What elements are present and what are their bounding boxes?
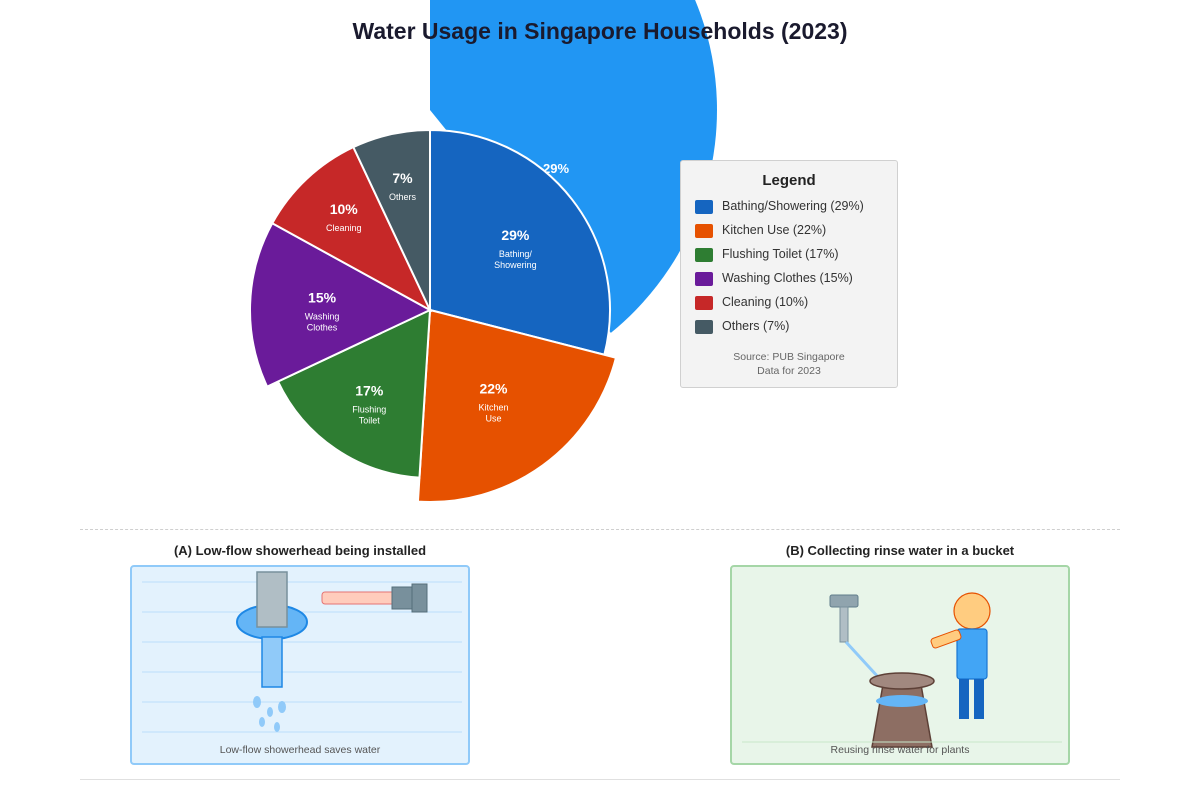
slice-percent-label: 22%: [479, 380, 508, 396]
legend-swatch: [695, 296, 713, 310]
data-year-line: Data for 2023: [757, 365, 821, 377]
rinse-water-illustration: Reusing rinse water for plants: [730, 565, 1070, 765]
pie-slice-washing-clothes: [249, 221, 433, 388]
highlight-slice-percent: 29%: [543, 161, 569, 176]
slice-percent-label: 29%: [501, 227, 530, 243]
slice-category-label: Flushing: [352, 404, 386, 414]
legend-label: Flushing Toilet (17%): [722, 247, 839, 261]
slice-percent-label: 10%: [330, 201, 359, 217]
slice-category-label: Others: [389, 192, 417, 202]
slice-category-label: Kitchen: [478, 402, 508, 412]
panel-b-note: Reusing rinse water for plants: [830, 744, 970, 756]
highlight-slice-bathing: [430, 0, 717, 333]
chart-title: Water Usage in Singapore Households (202…: [352, 18, 848, 44]
slice-category-label: Toilet: [359, 415, 381, 425]
legend-label: Bathing/Showering (29%): [722, 199, 864, 213]
legend-swatch: [695, 224, 713, 238]
legend-label: Washing Clothes (15%): [722, 271, 853, 285]
pie-slice-flushing-toilet: [276, 308, 432, 479]
slice-category-label: Bathing/: [499, 249, 533, 259]
legend-swatch: [695, 248, 713, 262]
showerhead-icon: [142, 571, 462, 733]
showerhead-illustration: Low-flow showerhead saves water: [130, 565, 470, 765]
slice-category-label: Use: [485, 413, 501, 423]
bottom-rule: [80, 779, 1120, 780]
slice-label: 7% Others: [389, 170, 417, 202]
slice-category-label: Washing: [305, 312, 340, 322]
legend-source: Source: PUB Singapore Data for 2023: [681, 350, 897, 378]
slice-category-label: Clothes: [307, 323, 338, 333]
bucket-icon: [742, 592, 1062, 748]
legend-swatch: [695, 272, 713, 286]
slice-label: 10% Cleaning: [326, 201, 362, 233]
panel-a-caption: (A) Low-flow showerhead being installed: [173, 543, 427, 558]
slice-category-label: Cleaning: [326, 223, 362, 233]
panel-b-caption: (B) Collecting rinse water in a bucket: [785, 543, 1015, 558]
panel-a-note: Low-flow showerhead saves water: [219, 744, 381, 756]
pie-slice-kitchen-use: [416, 308, 618, 503]
legend-label: Cleaning (10%): [722, 295, 809, 309]
pie-slice-others: [352, 128, 431, 311]
slice-category-label: Showering: [494, 260, 537, 270]
slice-label: 29% Bathing/Showering: [494, 227, 537, 270]
pie-slice-bathing-showering: [429, 128, 611, 356]
section-divider: [80, 529, 1120, 530]
legend-label: Kitchen Use (22%): [722, 223, 827, 237]
pie-slice-cleaning: [270, 145, 433, 313]
legend-swatch: [695, 200, 713, 214]
legend-title: Legend: [762, 172, 816, 189]
source-line: Source: PUB Singapore: [733, 351, 845, 363]
slice-percent-label: 7%: [392, 170, 413, 186]
legend-label: Others (7%): [722, 319, 790, 333]
slice-percent-label: 17%: [355, 382, 384, 398]
slice-percent-label: 15%: [308, 290, 337, 306]
legend-swatch: [695, 320, 713, 334]
legend: Legend Bathing/Showering (29%) Kitchen Us…: [680, 160, 898, 388]
